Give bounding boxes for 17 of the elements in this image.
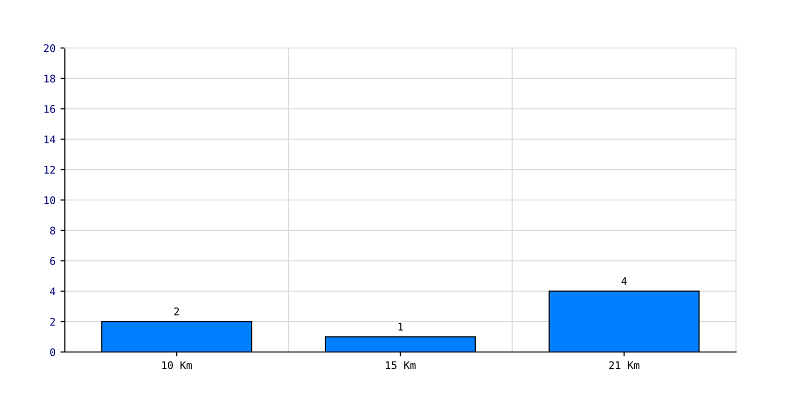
x-tick-label: 21 Km	[609, 361, 640, 369]
y-tick-label: 18	[44, 74, 56, 83]
y-tick-label: 4	[50, 288, 56, 296]
y-tick-label: 2	[50, 318, 55, 326]
x-tick-label: 15 Km	[386, 361, 416, 370]
y-tick-label: 12	[44, 166, 55, 174]
y-tick-label: 6	[50, 257, 56, 265]
y-tick-label: 8	[50, 226, 56, 235]
x-tick-label: 10 Km	[162, 361, 192, 370]
y-tick-label: 14	[44, 136, 56, 144]
y-tick-label: 16	[44, 105, 56, 113]
data-label: 4	[622, 277, 627, 285]
data-label: 2	[174, 308, 179, 316]
data-label: 1	[398, 322, 403, 330]
y-tick-label: 20	[44, 44, 56, 52]
y-tick-label: 10	[44, 196, 56, 204]
y-tick-label: 0	[50, 348, 56, 356]
